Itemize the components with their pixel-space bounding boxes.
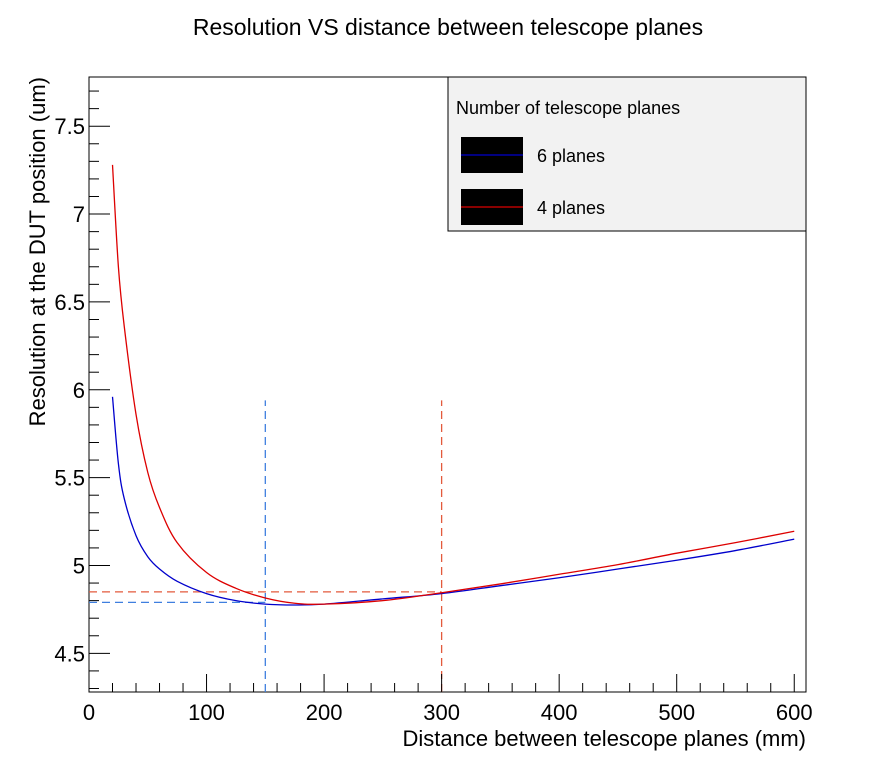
series-line-4-planes xyxy=(111,164,795,605)
legend-title: Number of telescope planes xyxy=(456,98,680,118)
x-tick-label: 200 xyxy=(306,700,343,725)
x-axis-label: Distance between telescope planes (mm) xyxy=(402,726,806,751)
legend-entries: 6 planes 4 planes xyxy=(461,137,605,225)
x-tick-label: 300 xyxy=(423,700,460,725)
y-tick-label: 4.5 xyxy=(54,641,85,666)
legend: Number of telescope planes 6 planes 4 pla… xyxy=(447,76,807,232)
y-axis: 4.5 5 5.5 6 6.5 7 7.5 xyxy=(54,90,110,689)
chart-title: Resolution VS distance between telescope… xyxy=(193,14,703,40)
x-axis: 0 100 200 300 400 500 600 xyxy=(83,674,813,725)
x-tick-label: 600 xyxy=(776,700,813,725)
x-tick-label: 100 xyxy=(188,700,225,725)
y-tick-label: 7 xyxy=(73,202,85,227)
x-tick-label: 500 xyxy=(658,700,695,725)
x-tick-label: 0 xyxy=(83,700,95,725)
y-tick-label: 5 xyxy=(73,553,85,578)
y-tick-label: 7.5 xyxy=(54,114,85,139)
y-tick-label: 6 xyxy=(73,378,85,403)
series-line-6-planes xyxy=(111,396,795,606)
legend-label-6-planes: 6 planes xyxy=(537,146,605,166)
series-lines xyxy=(111,164,795,606)
reference-lines xyxy=(89,400,443,692)
x-tick-label: 400 xyxy=(541,700,578,725)
y-tick-label: 5.5 xyxy=(54,466,85,491)
y-tick-label: 6.5 xyxy=(54,290,85,315)
legend-label-4-planes: 4 planes xyxy=(537,198,605,218)
y-axis-label: Resolution at the DUT position (um) xyxy=(25,77,50,426)
